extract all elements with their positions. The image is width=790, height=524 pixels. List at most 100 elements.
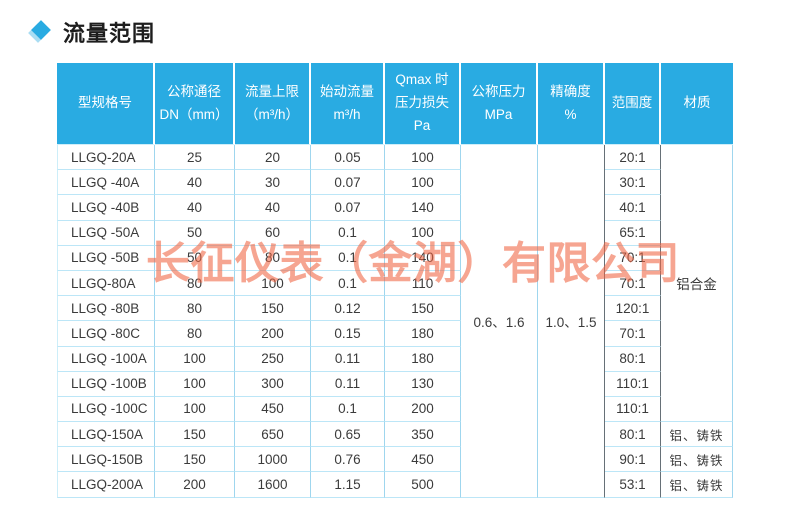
cell-start-flow: 0.1	[311, 396, 385, 423]
cell-pressure-loss: 110	[385, 270, 461, 297]
cell-flow-max: 40	[235, 195, 311, 221]
cell-flow-max: 250	[235, 346, 311, 372]
cell-start-flow: 0.07	[311, 195, 385, 221]
cell-range: 80:1	[605, 346, 661, 372]
cell-pressure-loss: 140	[385, 195, 461, 221]
cell-start-flow: 0.65	[311, 422, 385, 448]
cell-start-flow: 0.12	[311, 296, 385, 322]
cell-flow-max: 1600	[235, 472, 311, 498]
cell-model: LLGQ-200A	[57, 472, 155, 498]
cell-pressure-loss: 140	[385, 245, 461, 271]
cell-material: 铝合金	[661, 145, 733, 423]
cell-range: 53:1	[605, 472, 661, 498]
col-header-range: 范围度	[605, 63, 661, 145]
cell-material: 铝、铸铁	[661, 472, 733, 498]
cell-range: 70:1	[605, 321, 661, 347]
table-row: LLGQ -100C 100 450 0.1 200 110:1	[57, 396, 733, 423]
cell-model: LLGQ -40A	[57, 170, 155, 196]
table-row: LLGQ -100B 100 300 0.11 130 110:1	[57, 371, 733, 397]
cell-dn: 100	[155, 371, 235, 397]
page-title: 流量范围	[63, 21, 156, 46]
col-header-pressure-loss: Qmax 时压力损失 Pa	[385, 63, 461, 145]
cell-pressure-loss: 100	[385, 170, 461, 196]
cell-range: 70:1	[605, 245, 661, 271]
cell-dn: 40	[155, 170, 235, 196]
cell-flow-max: 80	[235, 245, 311, 271]
cell-pressure-loss: 150	[385, 296, 461, 322]
cell-dn: 150	[155, 422, 235, 448]
cell-dn: 25	[155, 145, 235, 171]
table-row: LLGQ -40B 40 40 0.07 140 40:1	[57, 195, 733, 221]
cell-dn: 150	[155, 447, 235, 473]
cell-model: LLGQ-150B	[57, 447, 155, 473]
cell-dn: 100	[155, 396, 235, 423]
cell-model: LLGQ -80C	[57, 321, 155, 347]
cell-start-flow: 0.11	[311, 371, 385, 397]
cell-model: LLGQ -100C	[57, 396, 155, 423]
col-header-model: 型规格号	[57, 63, 155, 145]
table-row: LLGQ-200A 200 1600 1.15 500 53:1 铝、铸铁	[57, 472, 733, 498]
cell-start-flow: 0.15	[311, 321, 385, 347]
flow-range-table: 型规格号 公称通径 DN（mm） 流量上限 （m³/h） 始动流量 m³/h Qmax 时压力…	[57, 63, 733, 498]
cell-dn: 50	[155, 220, 235, 246]
cell-range: 80:1	[605, 422, 661, 448]
cell-nominal-pressure: 0.6、1.6	[461, 145, 538, 498]
cell-pressure-loss: 100	[385, 145, 461, 171]
cell-pressure-loss: 180	[385, 321, 461, 347]
table-row: LLGQ-80A 80 100 0.1 110 70:1	[57, 270, 733, 297]
cell-flow-max: 60	[235, 220, 311, 246]
section-title: 流量范围	[28, 16, 156, 48]
table-row: LLGQ -50B 50 80 0.1 140 70:1	[57, 245, 733, 271]
cell-model: LLGQ -50B	[57, 245, 155, 271]
cell-start-flow: 0.1	[311, 245, 385, 271]
cell-range: 40:1	[605, 195, 661, 221]
cell-start-flow: 0.05	[311, 145, 385, 171]
table-row: LLGQ-150A 150 650 0.65 350 80:1 铝、铸铁	[57, 422, 733, 448]
table-row: LLGQ-20A 25 20 0.05 100 0.6、1.6 1.0、1.5 20:1 铝合金	[57, 145, 733, 498]
cell-range: 110:1	[605, 396, 661, 423]
cell-flow-max: 1000	[235, 447, 311, 473]
cell-flow-max: 650	[235, 422, 311, 448]
cell-dn: 80	[155, 296, 235, 322]
cell-range: 120:1	[605, 296, 661, 322]
cell-dn: 40	[155, 195, 235, 221]
cell-range: 20:1	[605, 145, 661, 171]
cell-pressure-loss: 500	[385, 472, 461, 498]
cell-flow-max: 30	[235, 170, 311, 196]
cell-material: 铝、铸铁	[661, 447, 733, 473]
cell-pressure-loss: 450	[385, 447, 461, 473]
cell-flow-max: 150	[235, 296, 311, 322]
cell-flow-max: 300	[235, 371, 311, 397]
col-header-accuracy: 精确度%	[538, 63, 605, 145]
cell-pressure-loss: 130	[385, 371, 461, 397]
table-row: LLGQ -100A 100 250 0.11 180 80:1	[57, 346, 733, 372]
cell-range: 65:1	[605, 220, 661, 246]
cell-flow-max: 450	[235, 396, 311, 423]
table-header-row: 型规格号 公称通径 DN（mm） 流量上限 （m³/h） 始动流量 m³/h Qmax 时压力…	[57, 63, 733, 145]
cell-start-flow: 0.76	[311, 447, 385, 473]
cell-start-flow: 0.1	[311, 270, 385, 297]
cell-range: 110:1	[605, 371, 661, 397]
cell-dn: 80	[155, 270, 235, 297]
table-row: LLGQ -40A 40 30 0.07 100 30:1	[57, 170, 733, 196]
cell-start-flow: 1.15	[311, 472, 385, 498]
col-header-start-flow: 始动流量 m³/h	[311, 63, 385, 145]
cell-pressure-loss: 200	[385, 396, 461, 423]
cell-start-flow: 0.11	[311, 346, 385, 372]
cell-model: LLGQ-80A	[57, 270, 155, 297]
cell-dn: 80	[155, 321, 235, 347]
cell-flow-max: 20	[235, 145, 311, 171]
cell-model: LLGQ -100A	[57, 346, 155, 372]
cell-model: LLGQ-20A	[57, 145, 155, 171]
cell-pressure-loss: 350	[385, 422, 461, 448]
cell-model: LLGQ -100B	[57, 371, 155, 397]
col-header-material: 材质	[661, 63, 733, 145]
cell-flow-max: 100	[235, 270, 311, 297]
cell-model: LLGQ -40B	[57, 195, 155, 221]
table-row: LLGQ -80B 80 150 0.12 150 120:1	[57, 296, 733, 322]
cell-dn: 100	[155, 346, 235, 372]
table-row: LLGQ -80C 80 200 0.15 180 70:1	[57, 321, 733, 347]
col-header-dn: 公称通径 DN（mm）	[155, 63, 235, 145]
cell-start-flow: 0.1	[311, 220, 385, 246]
cell-range: 70:1	[605, 270, 661, 297]
